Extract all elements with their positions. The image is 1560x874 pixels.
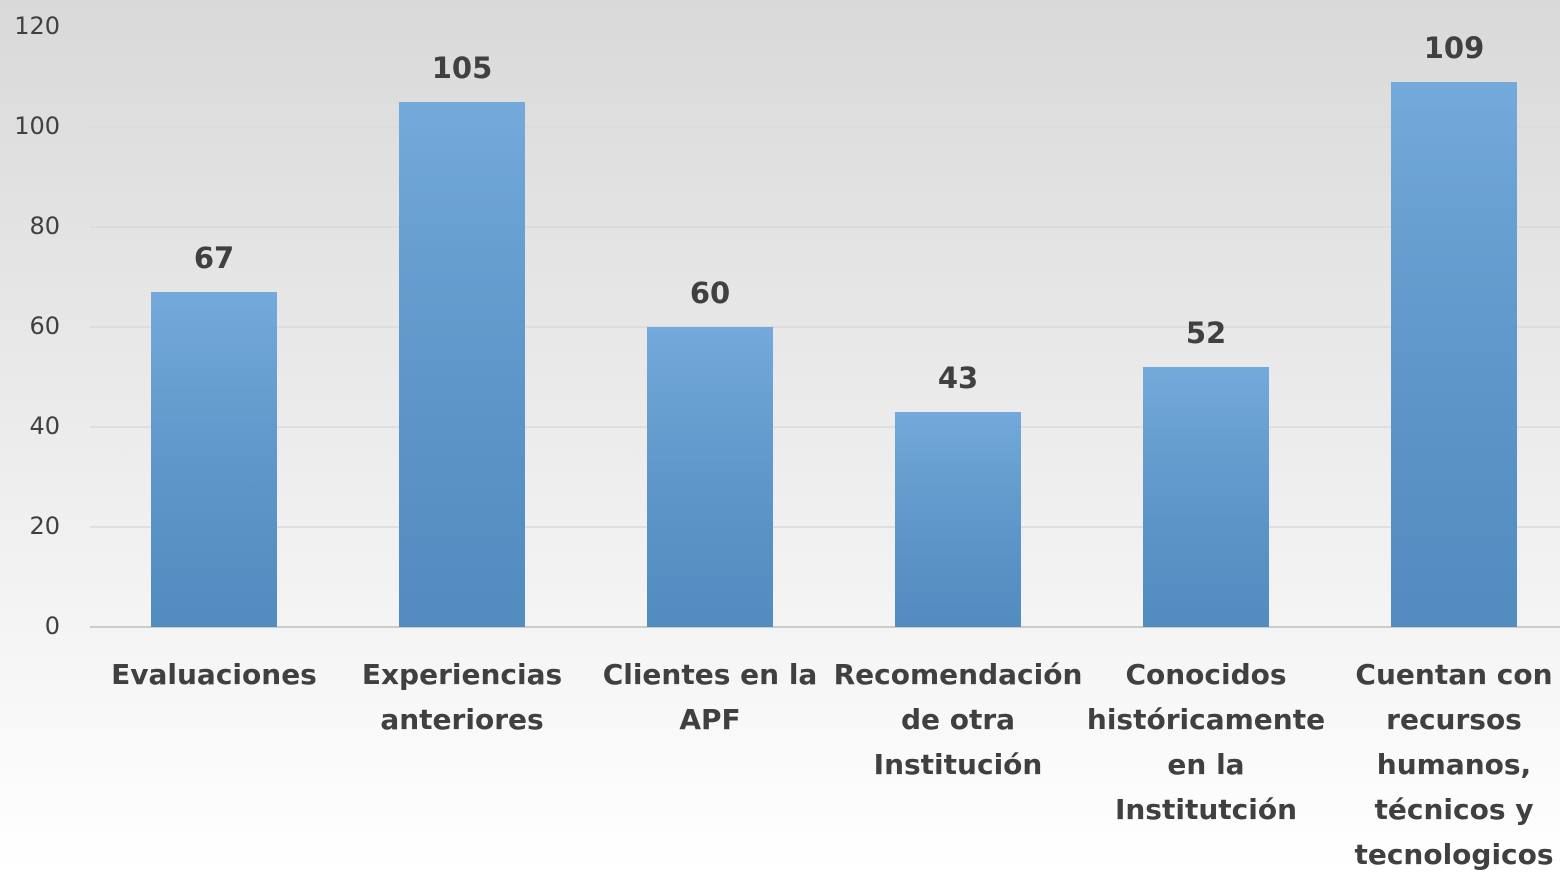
- value-label: 52: [1186, 316, 1226, 350]
- x-tick-label: Conocidos históricamente en la Institutción: [1087, 658, 1325, 826]
- y-tick-label: 20: [29, 512, 60, 540]
- y-tick-label: 100: [14, 112, 60, 140]
- bar-shade: [399, 102, 525, 627]
- value-label: 60: [690, 276, 730, 310]
- x-tick-label: Recomendación de otra Institución: [834, 658, 1083, 781]
- bar-shade: [1143, 367, 1269, 627]
- x-tick-label: Evaluaciones: [111, 658, 317, 691]
- bar-shade: [151, 292, 277, 627]
- x-tick-label: Experiencias anteriores: [362, 658, 562, 736]
- value-label: 67: [194, 241, 234, 275]
- x-tick-label: Clientes en la APF: [603, 658, 818, 736]
- y-tick-label: 80: [29, 212, 60, 240]
- value-label: 105: [432, 51, 493, 85]
- y-tick-label: 40: [29, 412, 60, 440]
- bar-shade: [1391, 82, 1517, 627]
- value-label: 109: [1424, 31, 1485, 65]
- y-tick-label: 60: [29, 312, 60, 340]
- y-tick-label: 120: [14, 12, 60, 40]
- value-label: 43: [938, 361, 978, 395]
- bar-shade: [895, 412, 1021, 627]
- bar-shade: [647, 327, 773, 627]
- x-tick-label: Cuentan con recursos humanos, técnicos y tec…: [1354, 658, 1553, 871]
- y-tick-label: 0: [45, 612, 60, 640]
